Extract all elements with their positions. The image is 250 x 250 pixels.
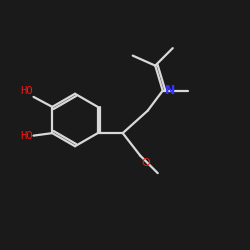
Text: N: N (165, 84, 175, 96)
Text: O: O (141, 158, 150, 168)
Text: HO: HO (20, 86, 32, 96)
Text: HO: HO (20, 132, 32, 141)
